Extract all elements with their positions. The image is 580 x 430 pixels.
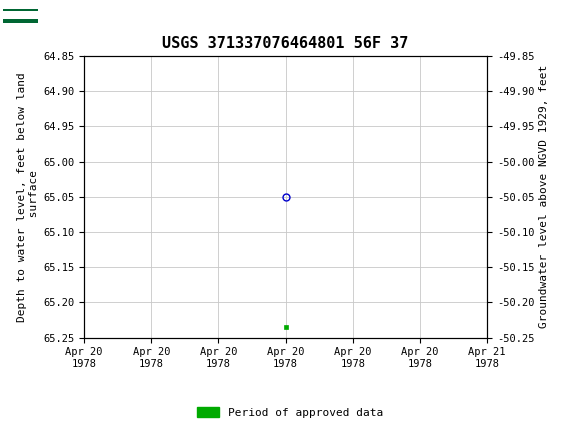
Bar [3,12,38,19]
Bar [3,3,38,32]
Y-axis label: Groundwater level above NGVD 1929, feet: Groundwater level above NGVD 1929, feet [539,65,549,329]
Y-axis label: Depth to water level, feet below land
 surface: Depth to water level, feet below land su… [17,72,39,322]
Title: USGS 371337076464801 56F 37: USGS 371337076464801 56F 37 [162,36,409,51]
Bar [3,23,38,32]
Bar [3,3,38,9]
Legend: Period of approved data: Period of approved data [193,403,387,422]
Bar [3,3,72,32]
Text: USGS: USGS [78,9,125,24]
